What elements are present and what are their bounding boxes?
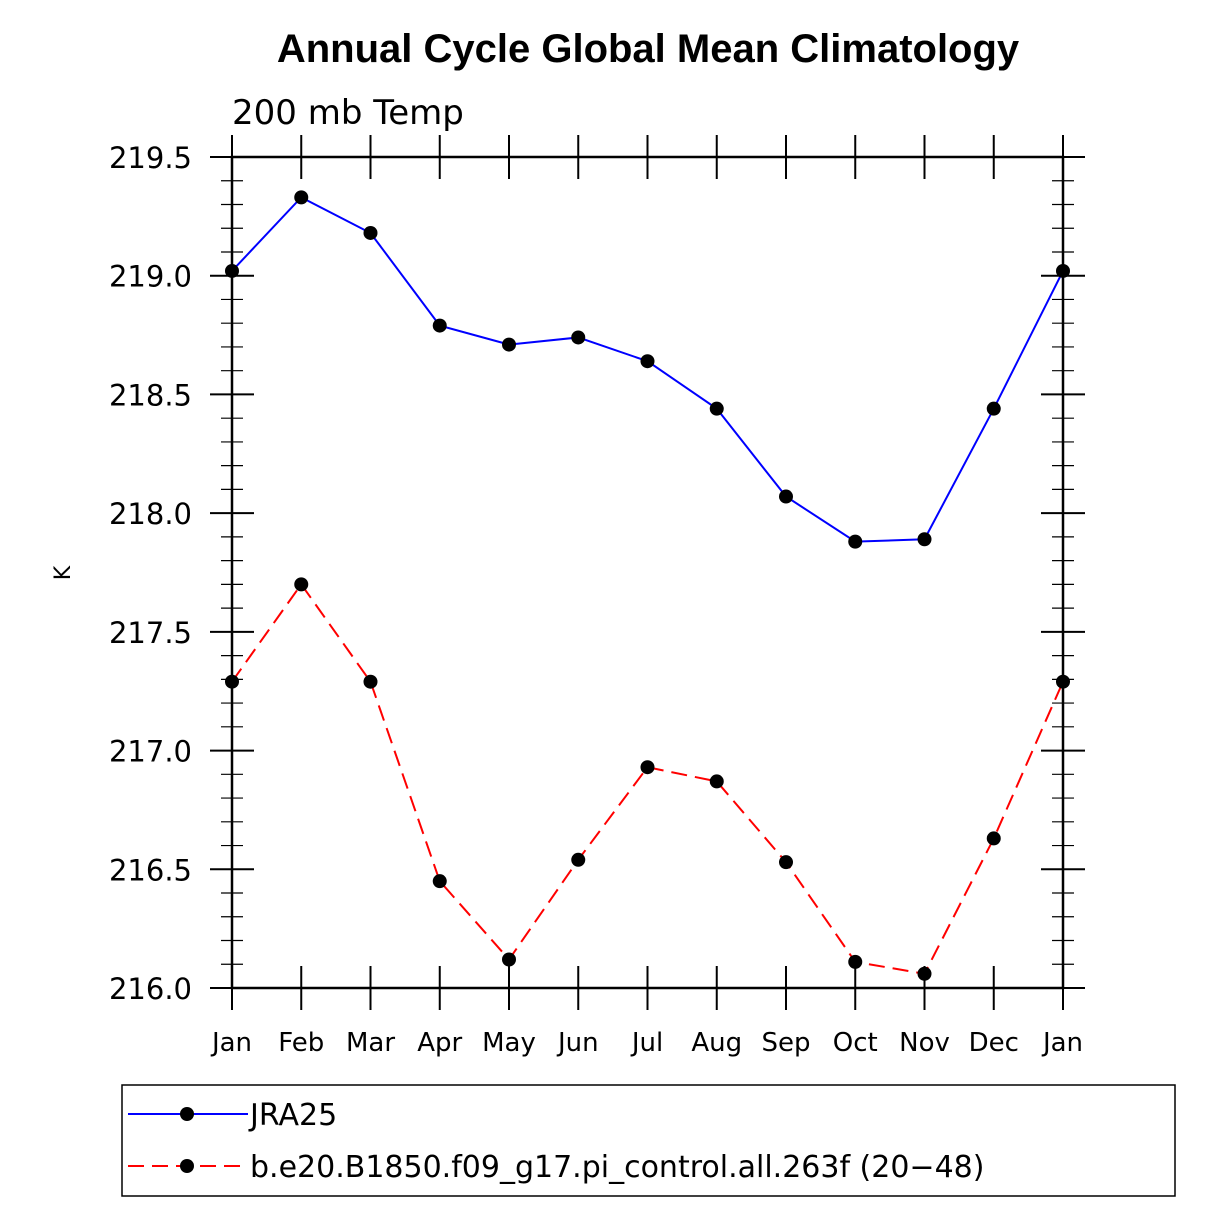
series-2-point — [294, 577, 309, 592]
series-1-point — [1056, 263, 1070, 278]
chart-subtitle: 200 mb Temp — [232, 93, 464, 133]
legend-box — [121, 1084, 1176, 1197]
x-tick-label: Jan — [1041, 1028, 1083, 1058]
y-tick-label: 216.0 — [109, 972, 192, 1006]
x-tick-label: Apr — [417, 1028, 462, 1058]
x-tick-label: Nov — [899, 1028, 950, 1058]
series-2-point — [848, 954, 863, 969]
series-2-point — [225, 674, 239, 689]
series-2-point — [571, 852, 586, 867]
y-tick-label: 218.0 — [109, 497, 192, 531]
y-tick-label: 219.0 — [109, 260, 192, 294]
series-1-point — [432, 318, 447, 333]
y-tick-label: 217.5 — [109, 616, 192, 650]
x-tick-label: Dec — [969, 1028, 1019, 1058]
series-1-point — [640, 354, 655, 369]
series-1-point — [848, 534, 863, 549]
y-tick-label: 217.0 — [109, 735, 192, 769]
legend-marker-1 — [180, 1107, 194, 1121]
series-1-point — [225, 263, 239, 278]
plot-frame — [230, 155, 1065, 990]
series-1-point — [779, 489, 793, 504]
x-tick-label: May — [482, 1028, 536, 1058]
x-tick-label: Jul — [630, 1028, 663, 1058]
series-2-point — [1056, 674, 1070, 689]
legend-label-1: JRA25 — [248, 1098, 337, 1133]
legend: JRA25 b.e20.B1850.f09_g17.pi_control.all.… — [128, 1098, 984, 1185]
series-2-point — [502, 952, 516, 967]
series-1-point — [363, 225, 378, 240]
x-tick-label: Aug — [691, 1028, 742, 1058]
axis-ticks: 216.0 216.5 217.0 217.5 218.0 218.5 219.0 219.5… — [109, 135, 1085, 1058]
series-layer — [225, 190, 1070, 981]
x-tick-label: Mar — [346, 1028, 395, 1058]
series-1-point — [917, 532, 932, 547]
series-line-1 — [231, 196, 1064, 543]
y-tick-label: 219.5 — [109, 141, 192, 175]
series-2-point — [779, 855, 793, 870]
x-tick-label: Jun — [556, 1028, 599, 1058]
series-2-point — [363, 674, 378, 689]
legend-label-2: b.e20.B1850.f09_g17.pi_control.all.263f … — [250, 1150, 984, 1185]
chart-title: Annual Cycle Global Mean Climatology — [277, 27, 1020, 71]
x-tick-label: Oct — [833, 1028, 878, 1058]
legend-marker-2 — [180, 1159, 194, 1173]
series-1-point — [986, 401, 1001, 416]
y-axis-label: K — [51, 565, 76, 580]
x-tick-label: Sep — [761, 1028, 810, 1058]
series-1-point — [502, 337, 516, 352]
series-1-point — [294, 190, 309, 205]
series-2-point — [709, 774, 724, 789]
y-tick-label: 216.5 — [109, 853, 192, 887]
series-2-point — [986, 831, 1001, 846]
series-2-point — [917, 966, 932, 981]
series-1-point — [571, 330, 586, 345]
series-1-point — [709, 401, 724, 416]
series-2-point — [432, 874, 447, 889]
x-tick-label: Feb — [278, 1028, 324, 1058]
series-line-2 — [231, 582, 1064, 975]
y-tick-label: 218.5 — [109, 378, 192, 412]
x-tick-label: Jan — [210, 1028, 252, 1058]
series-2-point — [640, 760, 655, 775]
